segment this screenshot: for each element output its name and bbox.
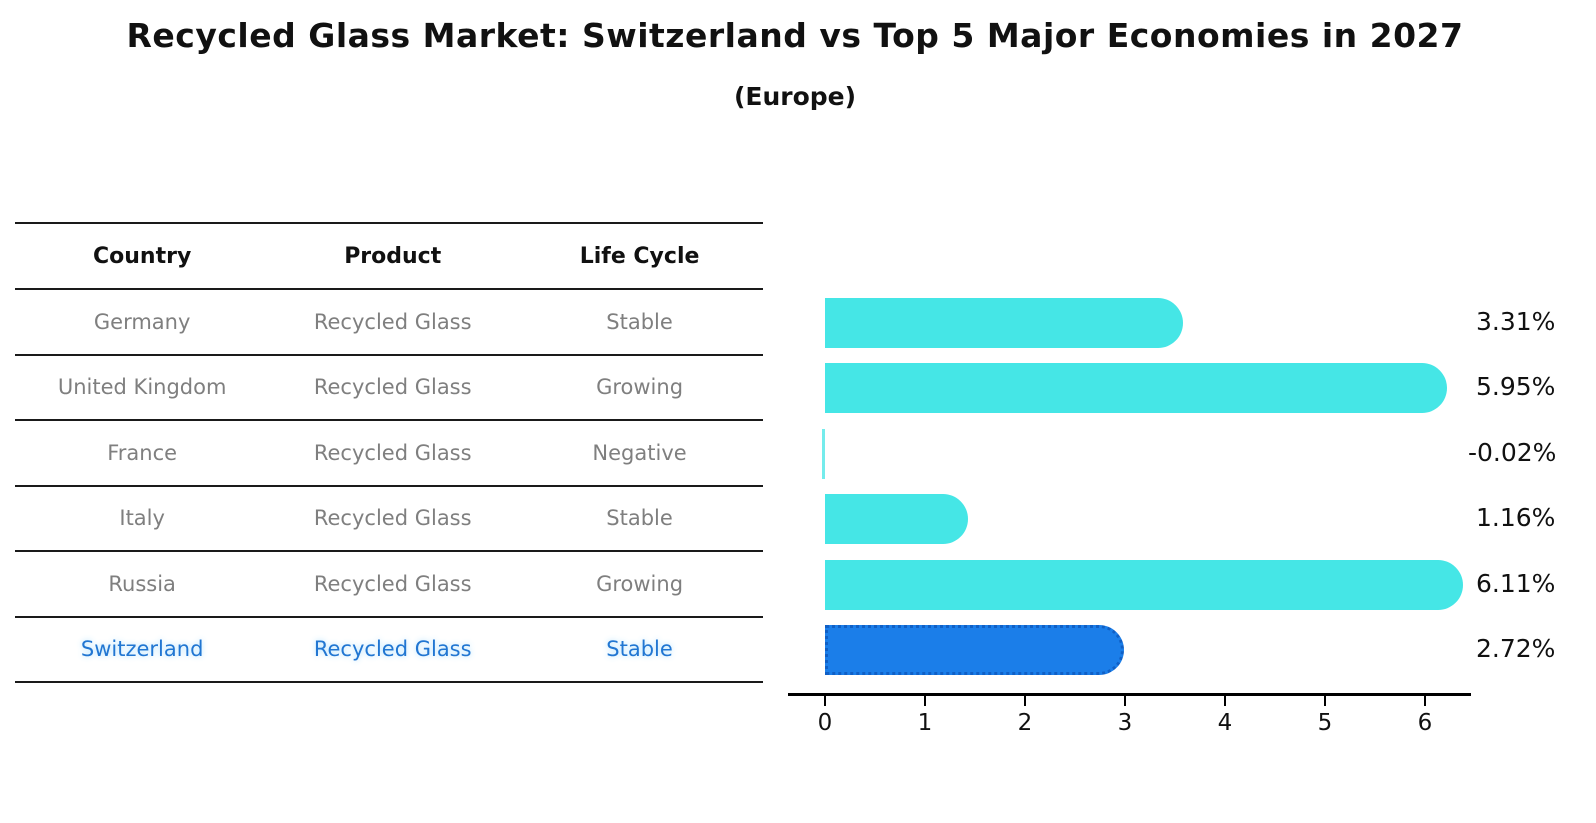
x-tick-label-4: 4	[1217, 710, 1233, 736]
x-tick-3	[1124, 696, 1126, 706]
cell-lifecycle: Growing	[596, 375, 684, 400]
bar-italy	[825, 494, 968, 545]
value-label-germany: 3.31%	[1476, 307, 1556, 336]
header-cell-product: Product	[344, 243, 442, 269]
cell-country: Russia	[108, 571, 176, 596]
cell-lifecycle: Negative	[592, 440, 687, 465]
bar-united-kingdom	[825, 363, 1447, 414]
cell-product: Recycled Glass	[313, 309, 472, 334]
bar-russia	[825, 559, 1463, 610]
x-axis-line	[788, 693, 1471, 696]
table-row-switzerland: Switzerland Recycled Glass Stable	[15, 615, 763, 682]
bar-germany	[825, 298, 1183, 348]
cell-product: Recycled Glass	[313, 506, 472, 531]
cell-country: Switzerland	[80, 637, 204, 662]
cell-country: United Kingdom	[57, 375, 227, 400]
bar-switzerland	[825, 625, 1124, 675]
value-label-russia: 6.11%	[1476, 568, 1556, 598]
x-tick-2	[1024, 696, 1026, 706]
value-label-switzerland: 2.72%	[1476, 634, 1556, 663]
x-tick-1	[924, 696, 926, 706]
cell-lifecycle: Growing	[596, 571, 684, 596]
page-title: Recycled Glass Market: Switzerland vs To…	[126, 16, 1464, 55]
bar-france	[822, 428, 825, 479]
page-subtitle: (Europe)	[733, 82, 857, 111]
value-label-united-kingdom: 5.95%	[1476, 372, 1556, 402]
cell-product: Recycled Glass	[313, 571, 472, 596]
table-header-row: Country Product Life Cycle	[15, 222, 763, 288]
table-row-russia: Russia Recycled Glass Growing	[15, 550, 763, 616]
table-row-germany: Germany Recycled Glass Stable	[15, 288, 763, 354]
cell-country: France	[107, 440, 178, 465]
cell-country: Germany	[93, 309, 191, 334]
country-table: Country Product Life Cycle Germany Recycl…	[15, 222, 763, 683]
x-tick-label-2: 2	[1017, 710, 1033, 736]
x-tick-6	[1424, 696, 1426, 706]
cell-product: Recycled Glass	[313, 637, 472, 662]
cell-product: Recycled Glass	[313, 440, 472, 465]
value-label-italy: 1.16%	[1476, 503, 1556, 533]
cell-lifecycle: Stable	[606, 309, 673, 334]
header-cell-country: Country	[93, 243, 192, 269]
value-label-france: -0.02%	[1468, 437, 1557, 467]
cell-lifecycle: Stable	[606, 637, 673, 662]
cell-country: Italy	[119, 506, 165, 531]
x-tick-5	[1324, 696, 1326, 706]
table-row-italy: Italy Recycled Glass Stable	[15, 484, 763, 551]
table-row-france: France Recycled Glass Negative	[15, 419, 763, 485]
x-tick-label-5: 5	[1317, 710, 1333, 736]
x-tick-label-1: 1	[917, 710, 933, 736]
x-tick-label-3: 3	[1117, 710, 1133, 736]
x-tick-label-0: 0	[817, 710, 833, 736]
cell-lifecycle: Stable	[606, 506, 673, 531]
x-tick-0	[824, 696, 826, 706]
x-tick-4	[1224, 696, 1226, 706]
header-cell-lifecycle: Life Cycle	[579, 243, 700, 269]
cell-product: Recycled Glass	[313, 375, 472, 400]
x-tick-label-6: 6	[1417, 710, 1433, 736]
table-row-united-kingdom: United Kingdom Recycled Glass Growing	[15, 353, 763, 420]
